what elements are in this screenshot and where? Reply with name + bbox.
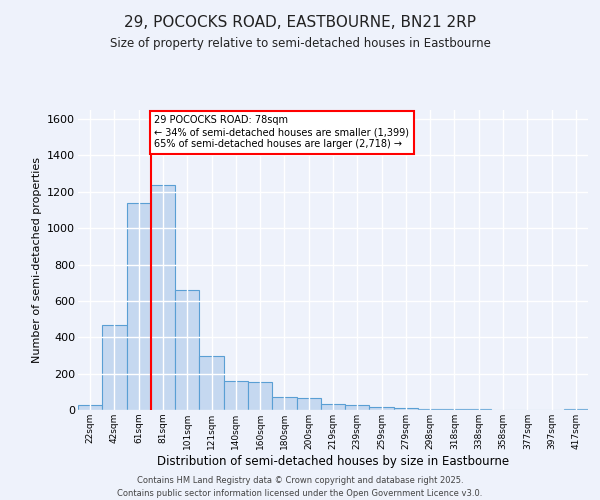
Bar bbox=[224, 381, 248, 410]
Bar bbox=[199, 356, 224, 410]
Text: Contains HM Land Registry data © Crown copyright and database right 2025.
Contai: Contains HM Land Registry data © Crown c… bbox=[118, 476, 482, 498]
Text: 29, POCOCKS ROAD, EASTBOURNE, BN21 2RP: 29, POCOCKS ROAD, EASTBOURNE, BN21 2RP bbox=[124, 15, 476, 30]
Bar bbox=[564, 408, 588, 410]
X-axis label: Distribution of semi-detached houses by size in Eastbourne: Distribution of semi-detached houses by … bbox=[157, 454, 509, 468]
Y-axis label: Number of semi-detached properties: Number of semi-detached properties bbox=[32, 157, 41, 363]
Bar bbox=[442, 409, 467, 410]
Bar bbox=[394, 408, 418, 410]
Bar bbox=[321, 404, 345, 410]
Bar bbox=[102, 324, 127, 410]
Bar bbox=[151, 184, 175, 410]
Bar bbox=[345, 406, 370, 410]
Text: 29 POCOCKS ROAD: 78sqm
← 34% of semi-detached houses are smaller (1,399)
65% of : 29 POCOCKS ROAD: 78sqm ← 34% of semi-det… bbox=[155, 116, 409, 148]
Bar bbox=[78, 406, 102, 410]
Bar bbox=[370, 408, 394, 410]
Bar bbox=[127, 202, 151, 410]
Bar bbox=[248, 382, 272, 410]
Bar bbox=[175, 290, 199, 410]
Bar bbox=[418, 408, 442, 410]
Bar bbox=[296, 398, 321, 410]
Text: Size of property relative to semi-detached houses in Eastbourne: Size of property relative to semi-detach… bbox=[110, 38, 490, 51]
Bar bbox=[272, 398, 296, 410]
